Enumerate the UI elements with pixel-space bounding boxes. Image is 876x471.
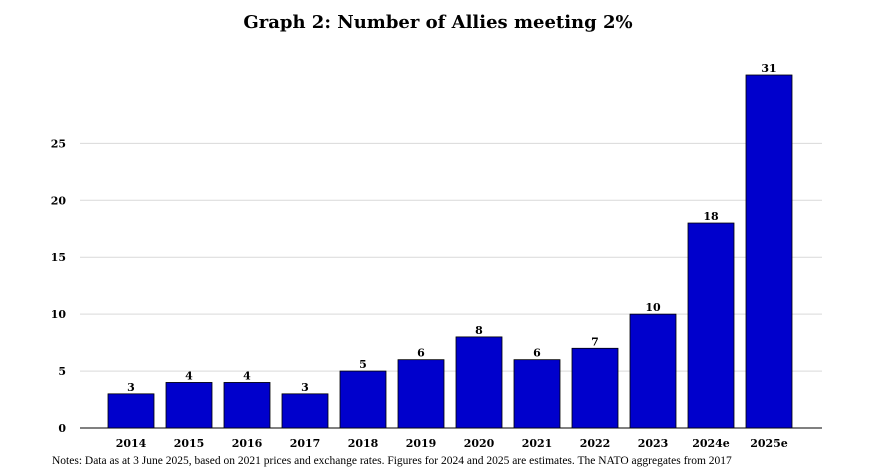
- x-tick-label-2015: 2015: [174, 437, 205, 450]
- chart-notes: Notes: Data as at 3 June 2025, based on …: [52, 455, 732, 467]
- bar-2019: [397, 359, 445, 429]
- x-tick-label-2016: 2016: [232, 437, 263, 450]
- y-tick-label: 20: [51, 194, 67, 207]
- bar-2017: [281, 393, 329, 429]
- data-label-2018: 5: [359, 358, 367, 371]
- y-axis-ticks: 0 5 10 15 20 25: [51, 137, 67, 435]
- data-labels: 3 4 4 3 5 6 8 6 7 10 18 31: [127, 62, 776, 394]
- y-tick-label: 0: [58, 422, 66, 435]
- data-label-2016: 4: [243, 369, 251, 382]
- bar-2022: [571, 347, 619, 429]
- data-label-2017: 3: [301, 381, 309, 394]
- data-label-2022: 7: [591, 335, 599, 348]
- bar-2023: [629, 313, 677, 429]
- y-tick-label: 25: [51, 137, 66, 150]
- x-tick-label-2020: 2020: [464, 437, 495, 450]
- data-label-2021: 6: [533, 347, 541, 360]
- data-label-2019: 6: [417, 347, 425, 360]
- x-tick-label-2019: 2019: [406, 437, 437, 450]
- data-label-2015: 4: [185, 369, 193, 382]
- x-tick-label-2024e: 2024e: [692, 437, 730, 450]
- y-tick-label: 5: [58, 365, 66, 378]
- data-label-2014: 3: [127, 381, 135, 394]
- x-axis-ticks: 2014 2015 2016 2017 2018 2019 2020 2021 2022 2023…: [116, 437, 788, 450]
- bar-2018: [339, 370, 387, 429]
- data-label-2025e: 31: [761, 62, 776, 75]
- data-label-2024e: 18: [703, 210, 719, 223]
- x-tick-label-2021: 2021: [522, 437, 553, 450]
- bar-2025e: [745, 74, 793, 429]
- data-label-2023: 10: [645, 301, 661, 314]
- y-tick-label: 10: [51, 308, 67, 321]
- bar-2021: [513, 359, 561, 429]
- bar-2016: [223, 382, 271, 429]
- bar-2024e: [687, 222, 735, 429]
- x-tick-label-2023: 2023: [638, 437, 669, 450]
- x-tick-label-2014: 2014: [116, 437, 147, 450]
- chart-title: Graph 2: Number of Allies meeting 2%: [243, 12, 633, 33]
- x-tick-label-2017: 2017: [290, 437, 321, 450]
- bars: [107, 74, 793, 429]
- y-tick-label: 15: [51, 251, 66, 264]
- bar-2015: [165, 382, 213, 429]
- data-label-2020: 8: [475, 324, 483, 337]
- bar-2014: [107, 393, 155, 429]
- x-tick-label-2025e: 2025e: [750, 437, 788, 450]
- x-tick-label-2018: 2018: [348, 437, 379, 450]
- x-tick-label-2022: 2022: [580, 437, 611, 450]
- bar-2020: [455, 336, 503, 429]
